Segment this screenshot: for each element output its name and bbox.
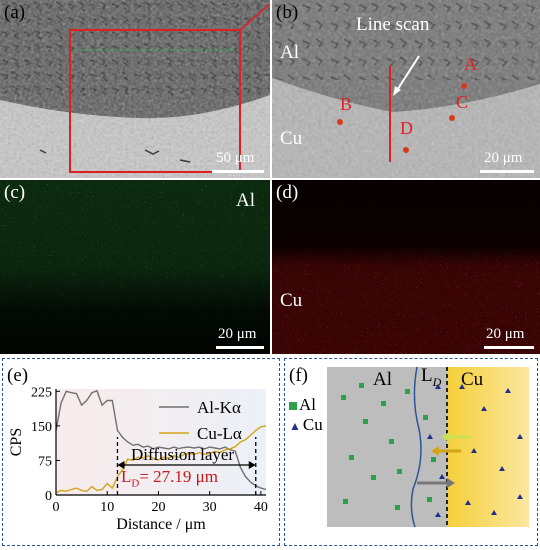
y-tick-label: 0 — [45, 489, 52, 504]
panel-f-cu-header: Cu — [461, 369, 484, 390]
x-tick-label: 20 — [151, 500, 165, 515]
arrow-left-head — [117, 461, 125, 469]
panel-d-scale-bar — [484, 346, 534, 349]
panel-c-svg — [0, 180, 270, 354]
panel-f-diffusion-schematic: (f) Al LD Cu Al ▲ Cu — [284, 358, 538, 546]
panel-b-point-b: B — [340, 94, 353, 114]
panel-c-element: Al — [236, 190, 255, 211]
x-tick-label: 0 — [53, 500, 60, 515]
y-tick-label: 75 — [38, 454, 52, 469]
legend-label: Cu-Lα — [197, 424, 242, 443]
panel-e-ld-annotation: LD= 27.19 μm — [121, 467, 218, 489]
x-axis-label: Distance / μm — [116, 516, 206, 533]
panel-b-point-a: A — [464, 54, 477, 74]
y-tick-label: 150 — [31, 420, 52, 435]
panel-a-sem-image: (a) 50 μm — [0, 0, 270, 178]
panel-e-ld-sub: D — [131, 477, 140, 490]
panel-e-ld-value: = 27.19 μm — [139, 467, 219, 486]
panel-a-scale-text: 50 μm — [216, 150, 255, 166]
panel-b-label: (b) — [276, 2, 299, 23]
legend-item-cu: ▲ Cu — [289, 415, 323, 435]
panel-a-label: (a) — [4, 2, 26, 23]
x-tick-label: 40 — [254, 500, 268, 515]
panel-f-ld-sub: D — [432, 374, 442, 389]
series-line-cu-la — [55, 425, 267, 494]
legend-al-text: Al — [299, 395, 316, 414]
panel-c-label: (c) — [4, 182, 26, 203]
legend-triangle-icon: ▲ — [289, 419, 301, 433]
x-tick-label: 10 — [100, 500, 114, 515]
panel-e-diffusion-label: Diffusion layer — [131, 445, 235, 464]
legend-square-icon — [289, 402, 297, 410]
panel-f-legend: Al ▲ Cu — [289, 395, 323, 435]
arrow-right-head — [248, 461, 256, 469]
panel-b-cu-label: Cu — [280, 128, 303, 149]
legend-cu-text: Cu — [302, 415, 323, 434]
panel-e-svg: 0 10 20 30 40 0 75 150 225 Distance / μm CPS Al-Kα C… — [8, 385, 268, 533]
panel-b-sem-image: (b) Line scan Al Cu A B C D 20 μm — [272, 0, 540, 178]
y-tick-label: 225 — [31, 385, 52, 400]
x-tick-label: 30 — [203, 500, 217, 515]
panel-f-ld-header: LD — [421, 365, 441, 390]
panel-b-svg — [272, 0, 540, 178]
panel-e-ld-symbol: L — [121, 467, 132, 486]
panel-b-scale-bar — [480, 170, 534, 173]
panel-b-point-d: D — [400, 118, 413, 138]
panel-d-eds-map-cu: (d) Cu 20 μm — [272, 180, 540, 354]
chart-legend: Al-Kα Cu-Lα — [159, 398, 242, 443]
cu-region — [447, 367, 529, 527]
series-line-al-ka — [55, 389, 267, 491]
legend-item-al: Al — [289, 395, 323, 415]
panel-a-svg — [0, 0, 270, 178]
panel-c-scale-text: 20 μm — [218, 326, 257, 342]
panel-b-al-label: Al — [280, 42, 299, 63]
y-axis-label: CPS — [8, 428, 25, 456]
panel-b-point-c: C — [456, 92, 469, 112]
panel-b-scale-text: 20 μm — [484, 150, 523, 166]
panel-f-al-header: Al — [373, 369, 392, 390]
panel-c-scale-bar — [216, 346, 264, 349]
panel-e-line-scan-chart: 0 10 20 30 40 0 75 150 225 Distance / μm CPS Al-Kα C… — [2, 358, 280, 546]
legend-label: Al-Kα — [197, 398, 241, 417]
panel-e-label: (e) — [7, 365, 29, 386]
panel-d-svg — [272, 180, 540, 354]
panel-d-scale-text: 20 μm — [486, 326, 525, 342]
panel-d-element: Cu — [280, 290, 303, 311]
panel-a-scale-bar — [212, 170, 264, 173]
panel-d-label: (d) — [276, 182, 299, 203]
panel-f-svg — [327, 366, 529, 528]
panel-f-label: (f) — [289, 365, 308, 386]
panel-c-eds-map-al: (c) Al 20 μm — [0, 180, 270, 354]
panel-f-ld-symbol: L — [421, 365, 433, 386]
panel-b-title: Line scan — [356, 14, 430, 35]
